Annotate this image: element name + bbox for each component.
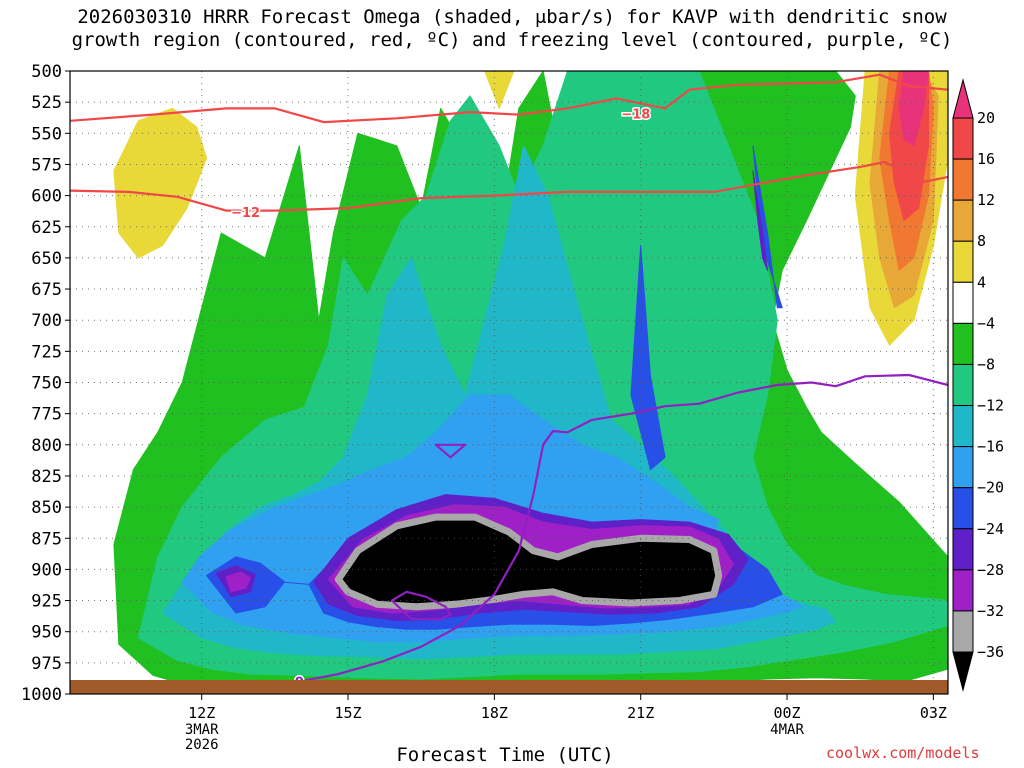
- colorbar-label-0: 20: [977, 109, 995, 127]
- colorbar-label-6: −8: [977, 355, 995, 373]
- omega-max-core-0: [334, 513, 723, 611]
- updraft-core-4: [898, 71, 929, 147]
- colorbar-label-13: −36: [977, 643, 1004, 661]
- x-tick-label-21Z: 21Z: [627, 704, 654, 722]
- dgz-contour-label-0: −18: [621, 107, 650, 122]
- colorbar-label-7: −12: [977, 397, 1004, 415]
- freezing-contour-0: [190, 373, 948, 693]
- dgz-contour-1: [70, 160, 948, 212]
- colorbar-label-12: −32: [977, 602, 1004, 620]
- omega-fill-layer: [113, 71, 948, 689]
- y-tick-label-850: 850: [31, 498, 62, 518]
- y-tick-label-550: 550: [31, 124, 62, 144]
- x-tick-label-15Z: 15Z: [334, 704, 361, 722]
- y-tick-label-825: 825: [31, 467, 62, 487]
- colorbar-box-5: [952, 322, 974, 365]
- colorbar-box-0: [952, 117, 974, 160]
- y-tick-label-650: 650: [31, 249, 62, 269]
- freezing-contour-2: [434, 443, 467, 459]
- colorbar-box-2: [952, 199, 974, 242]
- omega-spike-2: [752, 170, 768, 271]
- omega-spike-0: [630, 244, 666, 471]
- x-tick-sublabel-2026: 2026: [185, 737, 219, 753]
- colorbar-box-12: [952, 610, 974, 653]
- colorbar-label-11: −28: [977, 561, 1004, 579]
- dgz-contour-0: [70, 73, 948, 124]
- colorbar-box-8: [952, 446, 974, 489]
- x-tick-label-03Z: 03Z: [920, 704, 947, 722]
- plot-area: −18−120: [70, 71, 948, 694]
- colorbar-box-9: [952, 487, 974, 530]
- colorbar-label-9: −20: [977, 479, 1004, 497]
- y-tick-label-725: 725: [31, 342, 62, 362]
- x-tick-label-18Z: 18Z: [481, 704, 508, 722]
- colorbar-box-11: [952, 569, 974, 612]
- y-tick-label-950: 950: [31, 623, 62, 643]
- omega-core-3: [225, 571, 251, 593]
- colorbar-label-5: −4: [977, 314, 995, 332]
- y-axis: 500 525 550 575 600 625 650 675 700 725 750 775 800 8…: [21, 62, 70, 705]
- y-tick-label-800: 800: [31, 436, 62, 456]
- y-tick-label-625: 625: [31, 218, 62, 238]
- y-tick-label-975: 975: [31, 654, 62, 674]
- colorbar-label-8: −16: [977, 438, 1004, 456]
- colorbar-box-1: [952, 158, 974, 201]
- ground-strip: [70, 680, 948, 694]
- chart-title: 2026030310 HRRR Forecast Omega (shaded, …: [71, 6, 953, 51]
- colorbar-top-arrow: [952, 78, 974, 119]
- y-tick-label-875: 875: [31, 529, 62, 549]
- y-tick-label-925: 925: [31, 592, 62, 612]
- x-tick-label-00Z: 00Z: [773, 704, 800, 722]
- colorbar-label-1: 16: [977, 150, 995, 168]
- colorbar-label-2: 12: [977, 191, 995, 209]
- x-tick-sublabel-4MAR: 4MAR: [770, 722, 804, 738]
- y-tick-label-750: 750: [31, 374, 62, 394]
- site-credit: coolwx.com/models: [826, 744, 980, 762]
- colorbar-label-4: 4: [977, 273, 986, 291]
- freezing-contour-1: [390, 590, 452, 621]
- y-tick-label-525: 525: [31, 93, 62, 113]
- colorbar-box-10: [952, 528, 974, 571]
- x-axis-label: Forecast Time (UTC): [396, 744, 614, 766]
- x-tick-label-12Z: 12Z: [188, 704, 215, 722]
- y-tick-label-1000: 1000: [21, 685, 62, 705]
- y-tick-label-675: 675: [31, 280, 62, 300]
- y-tick-label-575: 575: [31, 155, 62, 175]
- colorbar-box-3: [952, 240, 974, 283]
- y-tick-label-700: 700: [31, 311, 62, 331]
- omega-spike-1: [752, 145, 783, 309]
- y-tick-label-775: 775: [31, 405, 62, 425]
- colorbar-box-6: [952, 363, 974, 407]
- dgz-contour-label-1: −12: [231, 206, 260, 221]
- colorbar-bottom-arrow: [952, 651, 974, 692]
- y-tick-label-900: 900: [31, 560, 62, 580]
- x-tick-sublabel-3MAR: 3MAR: [185, 722, 219, 738]
- colorbar-box-4: [952, 281, 974, 324]
- colorbar-box-7: [952, 405, 974, 448]
- colorbar: 20 16 12 8 4 −4 −8 −12 −16 −20 −24 −28 −32 −36: [952, 78, 1004, 692]
- y-tick-label-600: 600: [31, 187, 62, 207]
- y-tick-label-500: 500: [31, 62, 62, 82]
- colorbar-label-10: −24: [977, 520, 1004, 538]
- colorbar-label-3: 8: [977, 232, 986, 250]
